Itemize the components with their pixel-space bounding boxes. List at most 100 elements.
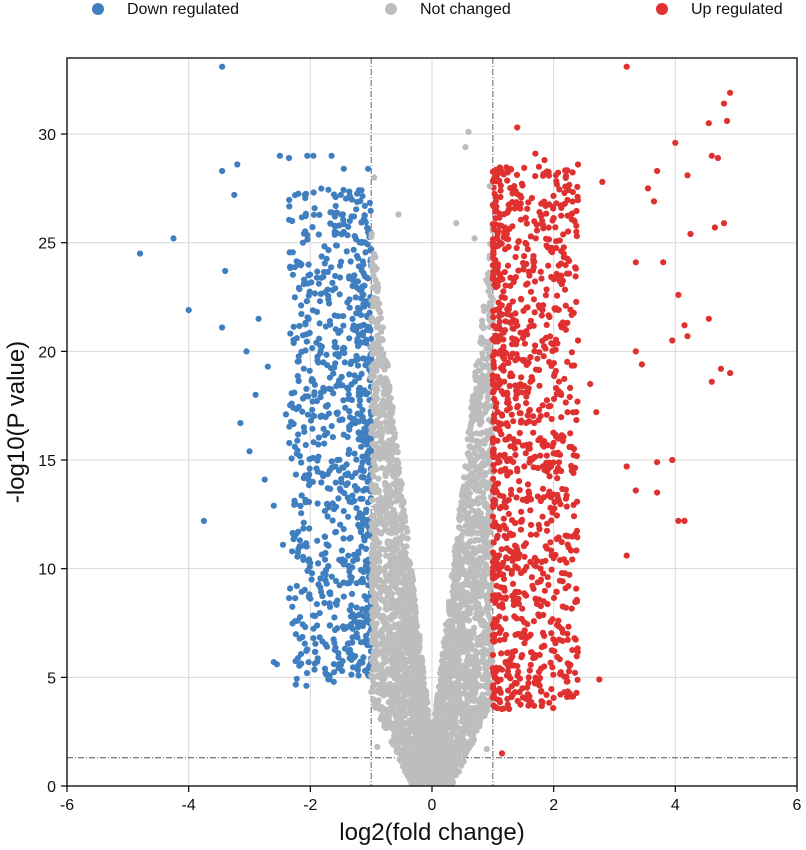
not-changed-point: [384, 527, 391, 534]
down-regulated-point: [356, 374, 363, 381]
not-changed-point: [457, 595, 464, 603]
up-regulated-point: [532, 235, 539, 242]
down-regulated-point: [297, 614, 304, 621]
down-regulated-point: [349, 325, 356, 332]
down-regulated-point: [332, 202, 339, 210]
down-regulated-point: [353, 252, 361, 259]
not-changed-point: [485, 288, 492, 295]
up-regulated-point: [524, 481, 532, 488]
not-changed-point: [483, 596, 491, 604]
up-regulated-point: [512, 451, 519, 459]
up-regulated-point: [543, 691, 550, 699]
down-regulated-point: [340, 508, 347, 515]
down-regulated-point: [360, 654, 367, 661]
down-regulated-point: [315, 434, 322, 441]
down-regulated-point: [359, 606, 366, 613]
down-regulated-point: [343, 481, 350, 489]
down-regulated-point: [309, 406, 316, 413]
down-regulated-point: [300, 424, 307, 431]
down-regulated-point: [318, 185, 325, 192]
up-regulated-point: [547, 539, 554, 546]
up-regulated-point: [573, 233, 580, 240]
not-changed-point: [449, 640, 456, 647]
down-regulated-point: [356, 306, 363, 313]
down-regulated-point: [348, 381, 355, 388]
not-changed-point: [483, 485, 490, 492]
down-regulated-point: [361, 303, 368, 310]
down-regulated-point: [325, 676, 332, 683]
down-regulated-point: [289, 620, 296, 627]
down-regulated-point: [321, 268, 328, 276]
gridlines: [67, 58, 797, 786]
down-regulated-point: [311, 666, 318, 673]
down-regulated-point: [358, 443, 365, 450]
not-changed-point: [390, 551, 397, 558]
down-regulated-point: [336, 660, 343, 668]
down-regulated-point: [299, 408, 306, 415]
legend-label-down: Down regulated: [127, 1, 239, 18]
not-changed-point: [477, 379, 484, 386]
down-regulated-point: [330, 636, 337, 643]
not-changed-point: [449, 624, 456, 631]
not-changed-point: [466, 443, 473, 450]
down-regulated-point: [292, 681, 299, 688]
not-changed-point: [468, 430, 475, 437]
not-changed-point: [406, 719, 413, 726]
not-changed-point: [474, 637, 481, 644]
not-changed-point: [391, 510, 398, 517]
down-regulated-point: [345, 395, 352, 402]
down-regulated-point: [309, 345, 316, 352]
down-regulated-point: [312, 640, 319, 647]
not-changed-point: [421, 710, 428, 718]
down-regulated-point: [338, 479, 345, 486]
down-regulated-point: [296, 322, 303, 330]
not-changed-point: [479, 449, 487, 456]
up-regulated-point: [548, 630, 555, 637]
not-changed-point: [381, 675, 388, 683]
down-regulated-point: [334, 350, 341, 358]
down-regulated-point: [325, 186, 332, 193]
down-regulated-point: [289, 249, 296, 256]
not-changed-point: [374, 550, 381, 557]
up-regulated-point: [520, 307, 527, 314]
not-changed-point: [389, 703, 396, 711]
down-regulated-point: [289, 271, 296, 278]
not-changed-point: [457, 524, 464, 532]
down-regulated-point: [338, 373, 345, 380]
down-regulated-point: [342, 404, 349, 411]
not-changed-point: [395, 460, 402, 467]
up-regulated-point: [568, 349, 576, 356]
not-changed-point: [474, 563, 481, 570]
down-regulated-point: [291, 497, 298, 504]
not-changed-point: [386, 614, 393, 621]
down-regulated-point: [326, 374, 333, 381]
down-regulated-point: [314, 537, 321, 544]
not-changed-point: [382, 383, 389, 390]
down-regulated-point: [360, 468, 367, 475]
down-regulated-point: [348, 602, 355, 609]
down-regulated-point: [339, 211, 346, 218]
not-changed-point: [473, 725, 480, 732]
up-regulated-point: [512, 631, 519, 639]
down-regulated-point: [295, 377, 302, 385]
not-changed-point: [393, 641, 400, 649]
not-changed-point: [414, 677, 421, 685]
down-regulated-point: [315, 280, 322, 287]
down-regulated-point: [331, 364, 338, 371]
not-changed-point: [394, 547, 401, 554]
not-changed-point: [370, 522, 378, 529]
not-changed-point: [483, 400, 490, 407]
down-regulated-point: [336, 291, 343, 298]
up-regulated-point: [572, 273, 579, 280]
down-regulated-point: [304, 236, 311, 243]
down-regulated-point: [353, 456, 360, 463]
not-changed-point: [380, 580, 387, 587]
down-regulated-point: [330, 390, 337, 397]
down-regulated-point: [350, 664, 357, 671]
down-regulated-point: [302, 393, 309, 400]
down-regulated-point: [298, 302, 305, 309]
down-regulated-point: [298, 660, 305, 667]
not-changed-point: [477, 573, 485, 580]
not-changed-point: [473, 362, 480, 369]
